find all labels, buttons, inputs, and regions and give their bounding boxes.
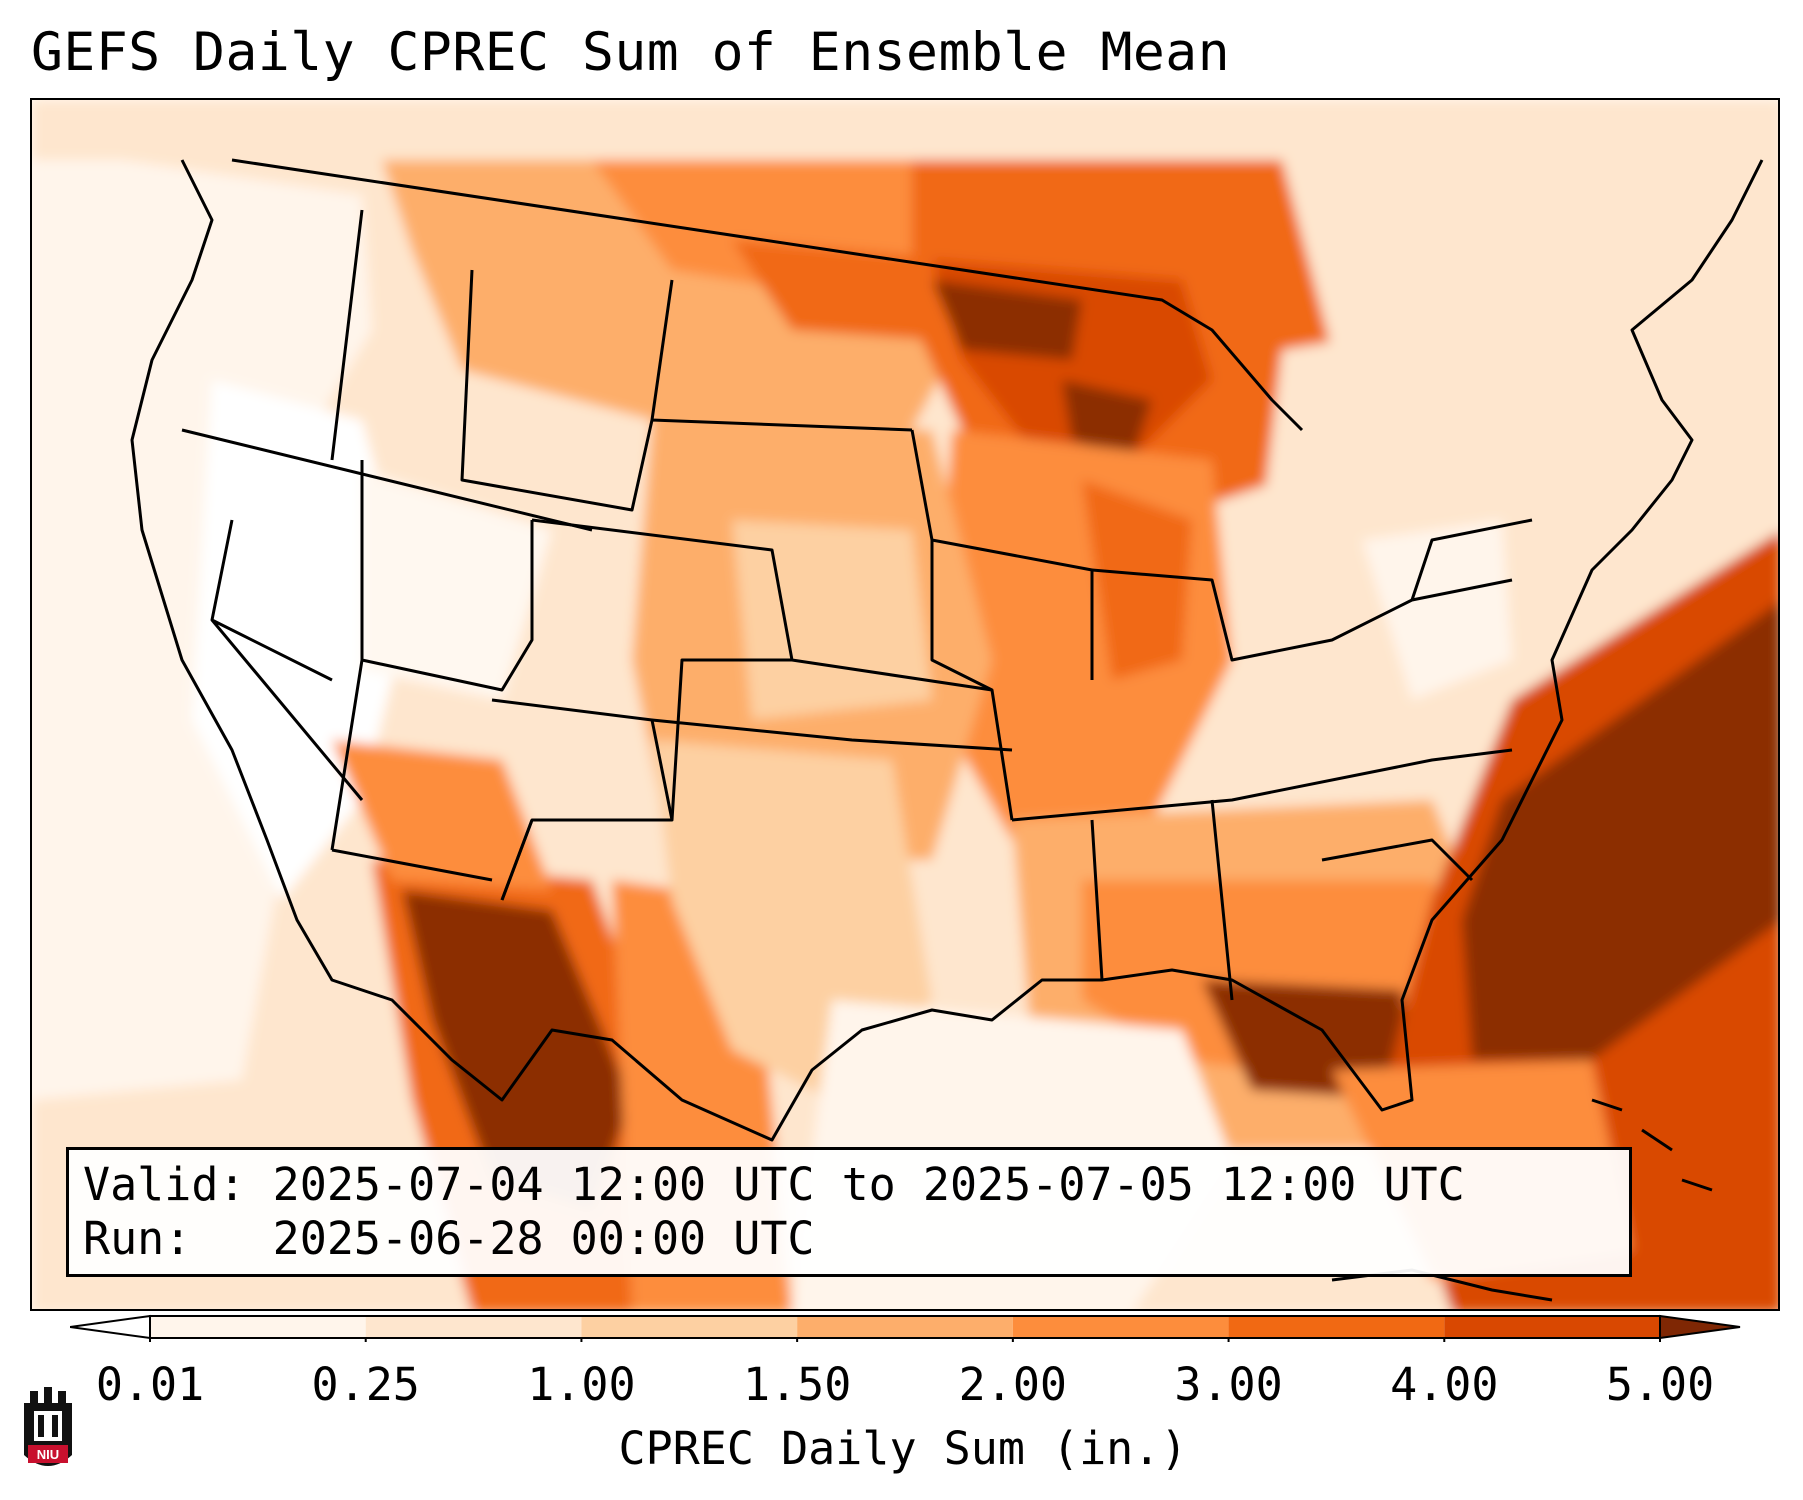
logo-text: NIU [37, 1447, 59, 1462]
colorbar-tick-label: 0.25 [311, 1358, 420, 1411]
niu-logo: NIU [24, 1387, 72, 1466]
colorbar-segment [797, 1316, 1013, 1338]
colorbar-tick-label: 1.00 [527, 1358, 636, 1411]
colorbar-tick-label: 3.00 [1174, 1358, 1283, 1411]
colorbar-outline [149, 1315, 1661, 1339]
colorbar-label: CPREC Daily Sum (in.) [618, 1422, 1188, 1475]
colorbar-under-extend [70, 1314, 151, 1340]
colorbar-segment [1228, 1316, 1445, 1338]
precipitation-map[interactable] [30, 98, 1780, 1311]
colorbar-segment [150, 1316, 366, 1338]
precip-field [32, 100, 1778, 1309]
colorbar-tick-label: 4.00 [1390, 1358, 1499, 1411]
colorbar-tick-label: 1.50 [742, 1358, 852, 1411]
valid-time-box: Valid: 2025-07-04 12:00 UTC to 2025-07-0… [66, 1147, 1632, 1277]
colorbar-segment [581, 1316, 798, 1338]
colorbar-over-extend [1659, 1314, 1741, 1340]
colorbar [70, 1314, 1741, 1342]
map-title: GEFS Daily CPREC Sum of Ensemble Mean [31, 22, 1231, 83]
run-label: Run: [83, 1212, 192, 1265]
valid-label: Valid: [83, 1158, 246, 1211]
map-canvas [32, 100, 1778, 1309]
colorbar-segment [1444, 1316, 1660, 1338]
run-time: 2025-06-28 00:00 UTC [272, 1212, 815, 1265]
colorbar-tick-label: 5.00 [1605, 1358, 1715, 1411]
colorbar-tick-label: 0.01 [95, 1358, 205, 1411]
valid-range: 2025-07-04 12:00 UTC to 2025-07-05 12:00… [272, 1158, 1465, 1211]
colorbar-segment [1012, 1316, 1229, 1338]
geographic-boundaries [130, 158, 1764, 1142]
colorbar-tick-label: 2.00 [958, 1358, 1068, 1411]
colorbar-segment [365, 1316, 582, 1338]
